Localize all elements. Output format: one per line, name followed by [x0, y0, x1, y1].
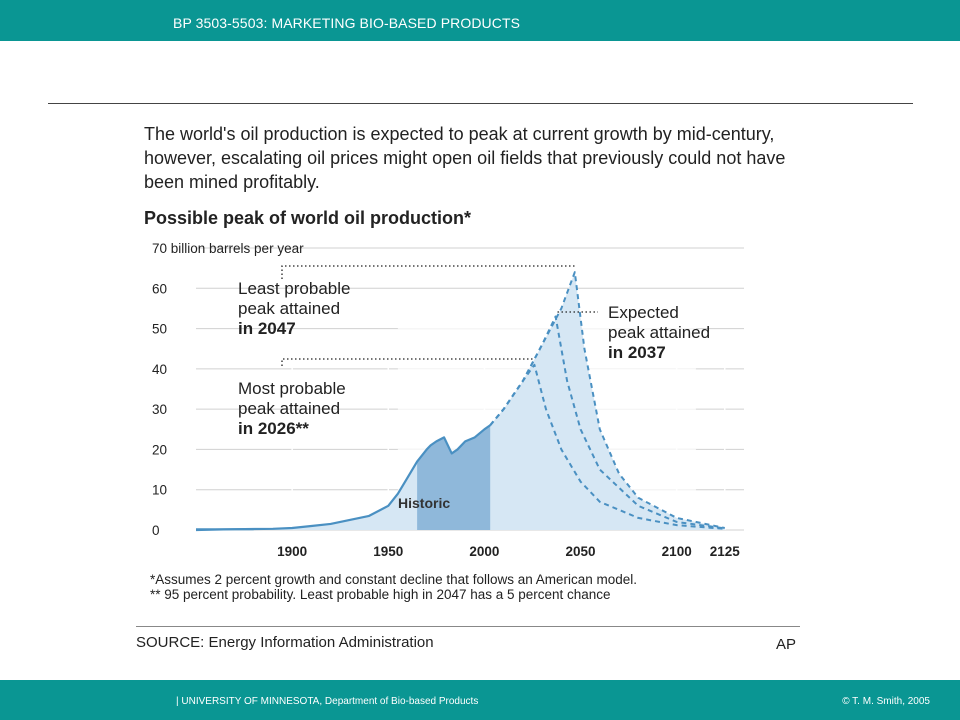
- annotation-least-probable-line: in 2047: [238, 319, 296, 338]
- forecast-area: [196, 272, 725, 530]
- y-tick-label: 40: [152, 362, 167, 377]
- historic-area: [417, 425, 491, 530]
- figure: The world's oil production is expected t…: [130, 112, 810, 660]
- annotation-most-probable-line: peak attained: [238, 399, 340, 418]
- annotation-most-probable-line: Most probable: [238, 379, 346, 398]
- x-tick-label: 2050: [566, 544, 596, 559]
- annotation-most-probable-line: in 2026**: [238, 419, 309, 438]
- source-credit: SOURCE: Energy Information Administratio…: [136, 634, 434, 651]
- y-tick-label: 70 billion barrels per year: [152, 241, 304, 256]
- annotation-expected-line: peak attained: [608, 323, 710, 342]
- x-tick-label: 1950: [373, 544, 403, 559]
- header-title: BP 3503-5503: MARKETING BIO-BASED PRODUC…: [173, 15, 521, 31]
- y-tick-label: 10: [152, 483, 167, 498]
- x-tick-label: 2125: [710, 544, 741, 559]
- leader-most-probable: [281, 358, 535, 366]
- y-tick-label: 30: [152, 402, 167, 417]
- figure-headline: The world's oil production is expected t…: [144, 124, 786, 192]
- annotation-least-probable-line: peak attained: [238, 299, 340, 318]
- header-bar: BP 3503-5503: MARKETING BIO-BASED PRODUC…: [0, 0, 960, 41]
- footer-bar: | UNIVERSITY OF MINNESOTA, Department of…: [0, 680, 960, 720]
- annotation-expected-line: in 2037: [608, 343, 666, 362]
- annotation-historic: Historic: [398, 495, 450, 511]
- x-tick-label: 1900: [277, 544, 307, 559]
- leader-least-probable: [281, 265, 575, 279]
- agency-credit: AP: [775, 636, 796, 653]
- source-divider: [136, 626, 800, 627]
- footnote-2: ** 95 percent probability. Least probabl…: [150, 587, 611, 602]
- series-line-1: [489, 363, 725, 530]
- y-tick-label: 20: [152, 442, 167, 457]
- series-line-3: [489, 271, 725, 529]
- y-tick-label: 0: [152, 523, 160, 538]
- footnotes: *Assumes 2 percent growth and constant d…: [150, 572, 637, 602]
- y-tick-label: 60: [152, 281, 167, 296]
- footer-copyright: © T. M. Smith, 2005: [842, 696, 930, 707]
- series-line-0: [195, 424, 491, 532]
- y-tick-label: 50: [152, 322, 167, 337]
- figure-subhead: Possible peak of world oil production*: [144, 208, 472, 228]
- series-line-2: [489, 315, 725, 530]
- footnote-1: *Assumes 2 percent growth and constant d…: [150, 572, 638, 587]
- oil-production-chart: 0 10 20 30 40 50 60 70 billion barrels per year…: [152, 241, 744, 559]
- footer-institution: | UNIVERSITY OF MINNESOTA, Department of…: [176, 696, 479, 707]
- annotation-least-probable-line: Least probable: [238, 279, 350, 298]
- x-tick-label: 2000: [469, 544, 499, 559]
- x-tick-label: 2100: [662, 544, 692, 559]
- annotation-expected-line: Expected: [608, 303, 679, 322]
- divider: [48, 103, 913, 104]
